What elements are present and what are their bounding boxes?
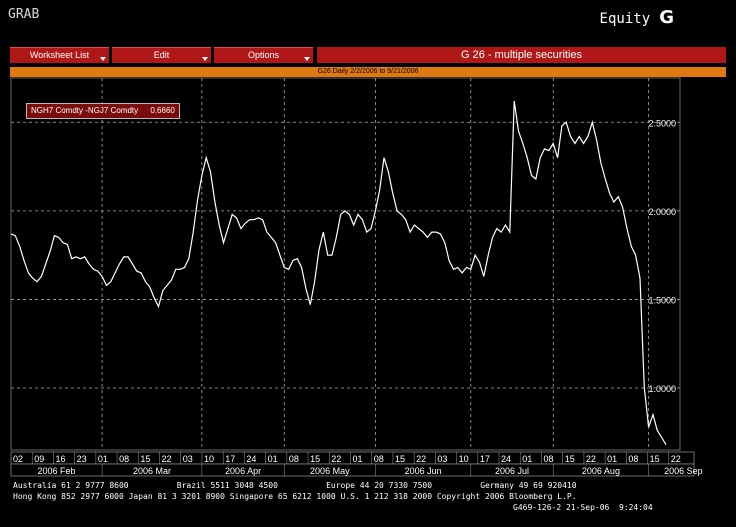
grab-label: GRAB [8, 7, 40, 22]
x-day-tick-label: 15 [650, 454, 660, 464]
edit-label: Edit [153, 50, 170, 60]
x-day-tick-label: 01 [98, 454, 108, 464]
x-day-tick-label: 16 [55, 454, 65, 464]
legend-series-label: NGH7 Comdty -NGJ7 Comdty [31, 106, 139, 115]
chevron-down-icon [202, 57, 208, 61]
x-day-tick-label: 01 [268, 454, 278, 464]
x-day-tick-label: 02 [13, 454, 23, 464]
x-day-tick-label: 01 [522, 454, 532, 464]
x-day-tick-label: 01 [607, 454, 617, 464]
series-line [10, 100, 667, 446]
legend: NGH7 Comdty -NGJ7 Comdty 0.6660 [26, 103, 180, 119]
options-button[interactable]: Options [214, 47, 313, 63]
equity-letter: G [659, 7, 674, 28]
x-day-tick-label: 22 [586, 454, 596, 464]
x-day-tick-label: 22 [162, 454, 172, 464]
x-day-tick-label: 24 [246, 454, 256, 464]
x-month-label: 2006 Jul [495, 466, 529, 476]
x-day-tick-label: 15 [310, 454, 320, 464]
x-day-tick-label: 08 [543, 454, 553, 464]
x-month-label: 2006 Jun [405, 466, 442, 476]
chevron-down-icon [304, 57, 310, 61]
y-tick-label: 2.0000 [648, 207, 676, 217]
x-month-label: 2006 Apr [225, 466, 261, 476]
x-month-label: 2006 Sep [664, 466, 703, 476]
x-day-tick-label: 09 [34, 454, 44, 464]
x-axis-month-strip [10, 463, 695, 477]
x-day-tick-label: 22 [416, 454, 426, 464]
footer-contacts-1: Australia 61 2 9777 8600 Brazil 5511 304… [13, 481, 577, 490]
x-day-tick-label: 15 [395, 454, 405, 464]
y-tick-label: 2.5000 [648, 118, 676, 128]
x-month-label: 2006 May [310, 466, 350, 476]
x-day-tick-label: 08 [119, 454, 129, 464]
worksheet-list-label: Worksheet List [29, 50, 90, 60]
x-day-tick-label: 15 [140, 454, 150, 464]
legend-value: 0.6660 [150, 106, 175, 115]
x-day-tick-label: 17 [480, 454, 490, 464]
x-day-tick-label: 15 [565, 454, 575, 464]
footer-timestamp: G469-126-2 21-Sep-06 9:24:04 [513, 503, 653, 512]
x-day-tick-label: 10 [459, 454, 469, 464]
x-day-tick-label: 17 [225, 454, 235, 464]
x-day-tick-label: 23 [77, 454, 87, 464]
worksheet-list-button[interactable]: Worksheet List [10, 47, 109, 63]
x-day-tick-label: 08 [374, 454, 384, 464]
x-day-tick-label: 24 [501, 454, 511, 464]
x-day-tick-label: 08 [289, 454, 299, 464]
y-tick-label: 1.5000 [648, 295, 676, 305]
options-label: Options [247, 50, 280, 60]
footer-contacts-2: Hong Kong 852 2977 6000 Japan 81 3 3201 … [13, 492, 577, 501]
chart-subtitle: G26 Daily 2/2/2006 to 9/21/2006 [10, 67, 726, 77]
edit-button[interactable]: Edit [112, 47, 211, 63]
x-month-label: 2006 Mar [133, 466, 171, 476]
x-day-tick-label: 22 [671, 454, 681, 464]
x-month-label: 2006 Aug [582, 466, 620, 476]
x-day-tick-label: 08 [628, 454, 638, 464]
chart-title-bar: G 26 - multiple securities [317, 47, 726, 63]
x-day-tick-label: 03 [437, 454, 447, 464]
equity-header: Equity G [600, 7, 674, 28]
x-month-label: 2006 Feb [38, 466, 76, 476]
x-day-tick-label: 10 [204, 454, 214, 464]
x-day-tick-label: 22 [331, 454, 341, 464]
plot-border [10, 77, 681, 451]
x-day-tick-label: 03 [183, 454, 193, 464]
equity-label: Equity [599, 11, 651, 27]
chevron-down-icon [100, 57, 106, 61]
y-tick-label: 1.0000 [648, 384, 676, 394]
x-day-tick-label: 01 [353, 454, 363, 464]
